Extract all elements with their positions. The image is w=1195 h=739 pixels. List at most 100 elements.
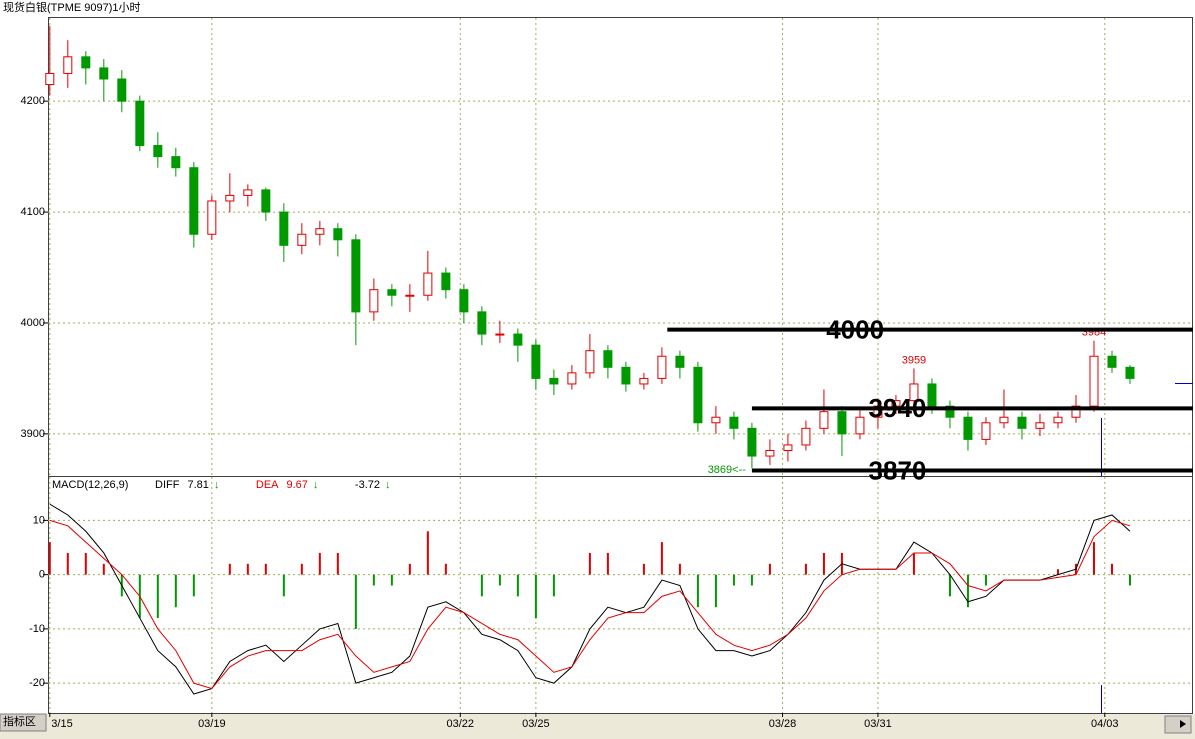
- candle-body: [405, 294, 415, 297]
- candle-body: [837, 411, 847, 435]
- candle-body: [387, 289, 397, 296]
- candle-body: [495, 333, 505, 336]
- candle-body: [207, 200, 217, 235]
- y-tick-label: 4200: [21, 95, 45, 107]
- macd-line: [49, 519, 1131, 690]
- legend-name: DIFF: [155, 479, 180, 491]
- support-label: 3870: [869, 455, 927, 485]
- candle-body: [531, 344, 541, 379]
- candle-body: [135, 100, 145, 147]
- legend-arrow: ↓: [385, 479, 391, 491]
- candle-body: [225, 194, 235, 202]
- scroll-button[interactable]: [1164, 715, 1192, 734]
- legend-value: 7.81: [187, 479, 208, 491]
- candle-body: [243, 189, 253, 196]
- x-tick-label: 03/31: [864, 718, 892, 730]
- x-tick-label: 04/03: [1091, 718, 1119, 730]
- date-bar: [0, 714, 1195, 739]
- candle-body: [297, 233, 307, 246]
- candle-body: [423, 272, 433, 296]
- candle-body: [873, 405, 883, 418]
- candle-body: [279, 211, 289, 246]
- candle-body: [171, 156, 181, 169]
- candle-body: [729, 416, 739, 429]
- candle-body: [441, 272, 451, 291]
- candle-body: [117, 78, 127, 102]
- candle-body: [963, 416, 973, 440]
- x-tick-label: 3/15: [51, 718, 72, 730]
- scroll-arrow: [1170, 720, 1186, 728]
- indicator-tab[interactable]: [0, 713, 47, 732]
- macd-line: [49, 503, 1131, 695]
- annotation: 3869<--: [708, 464, 747, 476]
- candle-body: [459, 289, 469, 313]
- legend-arrow: ↓: [313, 479, 319, 491]
- legend-arrow: ↓: [214, 479, 220, 491]
- candle-body: [1053, 416, 1063, 424]
- candle-body: [351, 239, 361, 313]
- candle-body: [999, 416, 1009, 424]
- candle-body: [783, 444, 793, 451]
- candle-body: [711, 416, 721, 424]
- candle-body: [153, 145, 163, 158]
- candle-body: [261, 189, 271, 213]
- legend-value: 9.67: [287, 479, 308, 491]
- candle-body: [585, 350, 595, 374]
- macd-tick-label: 10: [33, 514, 45, 526]
- x-tick-label: 03/22: [447, 718, 475, 730]
- x-tick-label: 03/28: [769, 718, 797, 730]
- macd-tick-label: 0: [39, 569, 45, 581]
- chart-title: 现货白银(TPME 9097)1小时: [3, 0, 141, 14]
- candle-body: [333, 228, 343, 241]
- candle-body: [657, 355, 667, 379]
- candle-body: [45, 72, 55, 86]
- candle-body: [981, 422, 991, 440]
- candle-body: [675, 355, 685, 368]
- candle-body: [1017, 416, 1027, 429]
- candle-body: [1107, 355, 1117, 368]
- candle-body: [369, 289, 379, 313]
- candle-body: [1089, 355, 1099, 407]
- y-tick-label: 4000: [21, 317, 45, 329]
- candle-body: [855, 416, 865, 435]
- candle-body: [81, 56, 91, 69]
- candle-body: [765, 449, 775, 457]
- macd-frame: [48, 476, 1193, 714]
- candle-body: [189, 167, 199, 235]
- indicator-tab-label: 指标区: [3, 714, 36, 728]
- annotation: 3959: [902, 354, 926, 366]
- x-tick-label: 03/25: [522, 718, 550, 730]
- candle-body: [891, 400, 901, 407]
- legend-name: DEA: [256, 479, 279, 491]
- candle-body: [549, 377, 559, 385]
- candle-body: [63, 56, 73, 74]
- support-label: 4000: [826, 314, 884, 344]
- support-label: 3940: [869, 393, 927, 423]
- candle-body: [603, 350, 613, 368]
- candle-body: [801, 427, 811, 446]
- candle-body: [909, 383, 919, 402]
- candle-body: [1035, 422, 1045, 429]
- candle-body: [747, 427, 757, 457]
- candle-body: [819, 411, 829, 429]
- candle-body: [99, 67, 109, 80]
- candle-body: [621, 366, 631, 385]
- candle-body: [945, 405, 955, 418]
- y-tick-label: 3900: [21, 428, 45, 440]
- candle-body: [567, 372, 577, 385]
- candle-body: [315, 228, 325, 235]
- candle-body: [1071, 405, 1081, 418]
- candle-body: [513, 333, 523, 346]
- candle-body: [927, 383, 937, 407]
- macd-tick-label: -20: [29, 677, 45, 689]
- legend-value: -3.72: [355, 479, 380, 491]
- macd-tick-label: -10: [29, 623, 45, 635]
- candle-body: [1125, 366, 1135, 379]
- candle-body: [477, 311, 487, 335]
- x-tick-label: 03/19: [198, 718, 226, 730]
- candle-body: [693, 366, 703, 424]
- candle-body: [639, 377, 649, 385]
- y-tick-label: 4100: [21, 206, 45, 218]
